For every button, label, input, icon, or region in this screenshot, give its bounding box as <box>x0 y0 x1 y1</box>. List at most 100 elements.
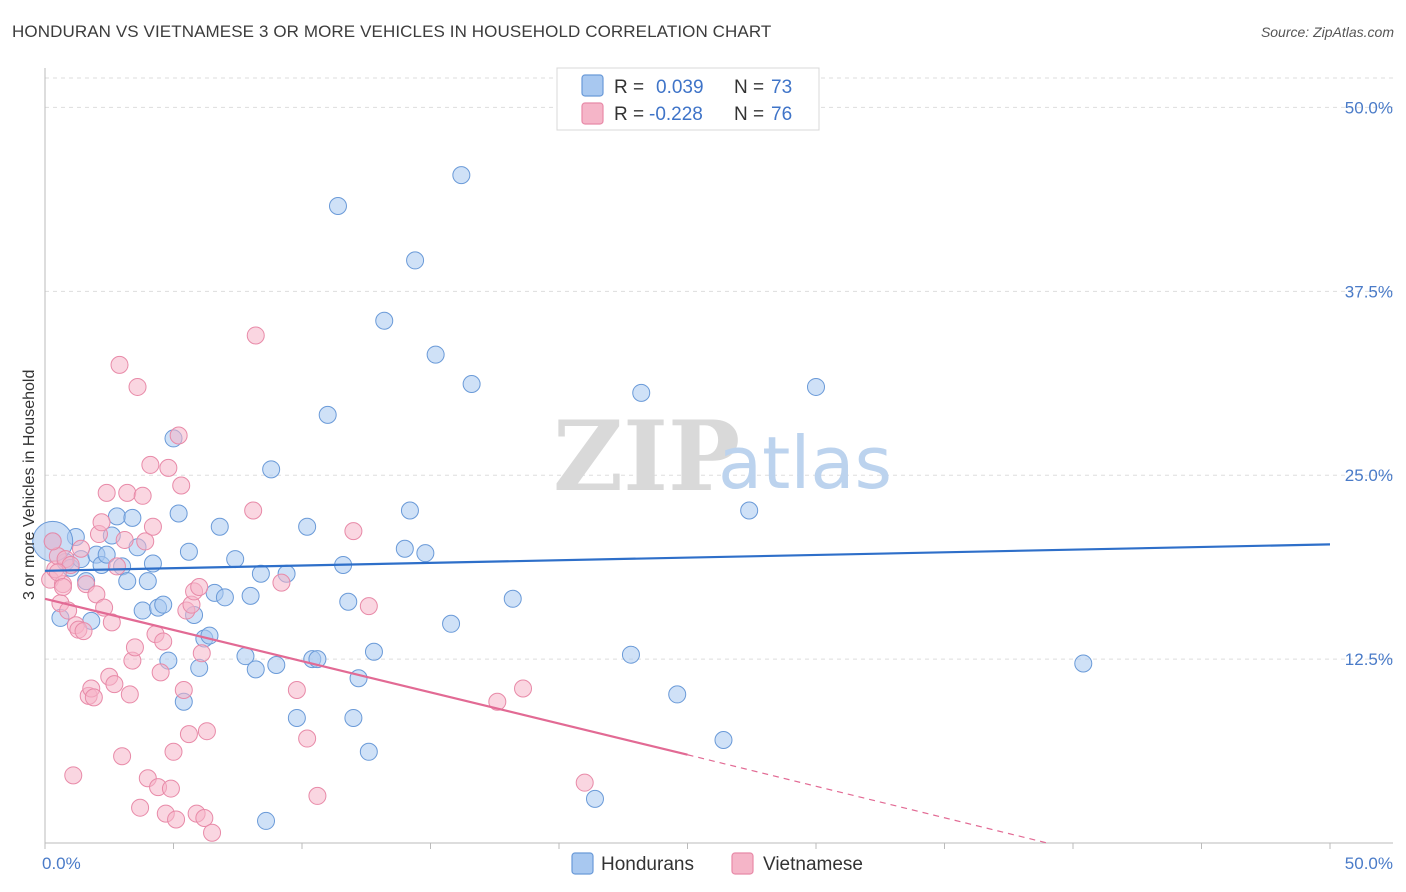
honduran-point <box>344 708 363 727</box>
bottom-legend-swatch-vietnamese <box>731 852 754 875</box>
trend-lines <box>44 543 1331 844</box>
bottom-legend-swatch-hondurans <box>571 852 594 875</box>
y-tick-label: 37.5% <box>1345 282 1393 301</box>
honduran-point <box>190 658 209 677</box>
legend-r-value: -0.228 <box>649 104 703 125</box>
honduran-point <box>364 642 383 661</box>
vietnamese-point <box>113 747 132 766</box>
legend-swatch-hondurans <box>581 74 604 97</box>
vietnamese-point <box>272 573 291 592</box>
vietnamese-point <box>128 377 147 396</box>
legend-r-value: 0.039 <box>656 77 704 98</box>
vietnamese-point <box>169 426 188 445</box>
honduran-point <box>179 542 198 561</box>
vietnamese-point <box>159 458 178 477</box>
honduran-point <box>503 589 522 608</box>
honduran-point <box>246 660 265 679</box>
honduran-point <box>328 196 347 215</box>
vietnamese-point <box>43 532 62 551</box>
bottom-legend-vietnamese: Vietnamese <box>763 854 863 875</box>
honduran-point <box>318 405 337 424</box>
y-axis-label: 3 or more Vehicles in Household <box>21 370 38 600</box>
watermark: ZIP atlas <box>553 400 892 513</box>
vietnamese-point <box>287 681 306 699</box>
watermark-zip: ZIP <box>553 400 740 513</box>
honduran-point <box>807 377 825 396</box>
vietnamese-point <box>359 597 378 616</box>
vietnamese-point <box>53 578 72 597</box>
honduran-point <box>241 586 260 605</box>
honduran-point <box>118 572 137 591</box>
honduran-trend-line <box>44 543 1331 572</box>
vietnamese-point <box>244 501 263 520</box>
vietnamese-point <box>97 483 116 502</box>
vietnamese-point <box>164 742 183 761</box>
honduran-point <box>462 375 481 393</box>
vietnamese-point <box>64 766 83 785</box>
x-tick-label: 0.0% <box>42 854 81 873</box>
legend-n-label: N = <box>734 104 764 125</box>
honduran-point <box>1074 654 1093 673</box>
vietnamese-point <box>141 455 160 474</box>
vietnamese-point <box>84 688 103 707</box>
honduran-point <box>257 811 276 830</box>
vietnamese-point <box>110 355 129 374</box>
vietnamese-point <box>197 722 216 741</box>
vietnamese-point <box>136 532 155 551</box>
grid-lines <box>45 77 1393 660</box>
honduran-point <box>349 669 368 688</box>
vietnamese-point <box>87 585 106 604</box>
vietnamese-point <box>167 810 186 829</box>
vietnamese-point <box>172 476 191 495</box>
legend-swatch-vietnamese <box>581 102 604 125</box>
honduran-point <box>621 645 640 664</box>
honduran-point <box>267 655 286 674</box>
honduran-point <box>298 517 317 536</box>
honduran-point <box>262 460 281 479</box>
vietnamese-point <box>102 613 121 632</box>
honduran-point <box>406 251 425 270</box>
honduran-point <box>668 685 687 704</box>
honduran-point <box>585 789 604 808</box>
vietnamese-trend-extension <box>687 754 1048 844</box>
bottom-legend-hondurans: Hondurans <box>601 854 694 875</box>
honduran-point <box>133 601 152 620</box>
vietnamese-point <box>488 692 507 711</box>
vietnamese-point <box>298 729 317 748</box>
honduran-point <box>632 383 651 402</box>
watermark-atlas: atlas <box>718 421 892 505</box>
honduran-point <box>359 742 378 761</box>
honduran-point <box>97 545 116 564</box>
x-tick-label: 50.0% <box>1345 854 1393 873</box>
honduran-point <box>740 501 759 520</box>
honduran-point <box>426 345 445 364</box>
honduran-point <box>226 550 245 569</box>
honduran-point <box>215 588 234 607</box>
vietnamese-point <box>246 326 265 345</box>
honduran-point <box>375 311 394 330</box>
bottom-legend: Hondurans Vietnamese <box>571 852 863 875</box>
vietnamese-point <box>115 530 134 549</box>
honduran-point <box>395 539 414 558</box>
vietnamese-point <box>107 557 126 576</box>
vietnamese-points <box>41 326 594 842</box>
vietnamese-point <box>143 517 162 536</box>
vietnamese-point <box>575 773 594 792</box>
vietnamese-point <box>514 679 533 698</box>
vietnamese-point <box>74 622 93 641</box>
honduran-point <box>442 614 461 633</box>
vietnamese-point <box>131 798 150 817</box>
vietnamese-point <box>179 725 198 744</box>
honduran-point <box>107 507 126 526</box>
honduran-point <box>287 708 306 727</box>
honduran-point <box>416 544 435 563</box>
vietnamese-point <box>92 513 111 532</box>
honduran-point <box>123 508 142 527</box>
vietnamese-point <box>161 779 180 798</box>
honduran-point <box>154 595 173 614</box>
legend-r-label: R = <box>614 77 644 98</box>
honduran-point <box>251 564 270 583</box>
legend-n-label: N = <box>734 77 764 98</box>
honduran-point <box>452 166 471 185</box>
